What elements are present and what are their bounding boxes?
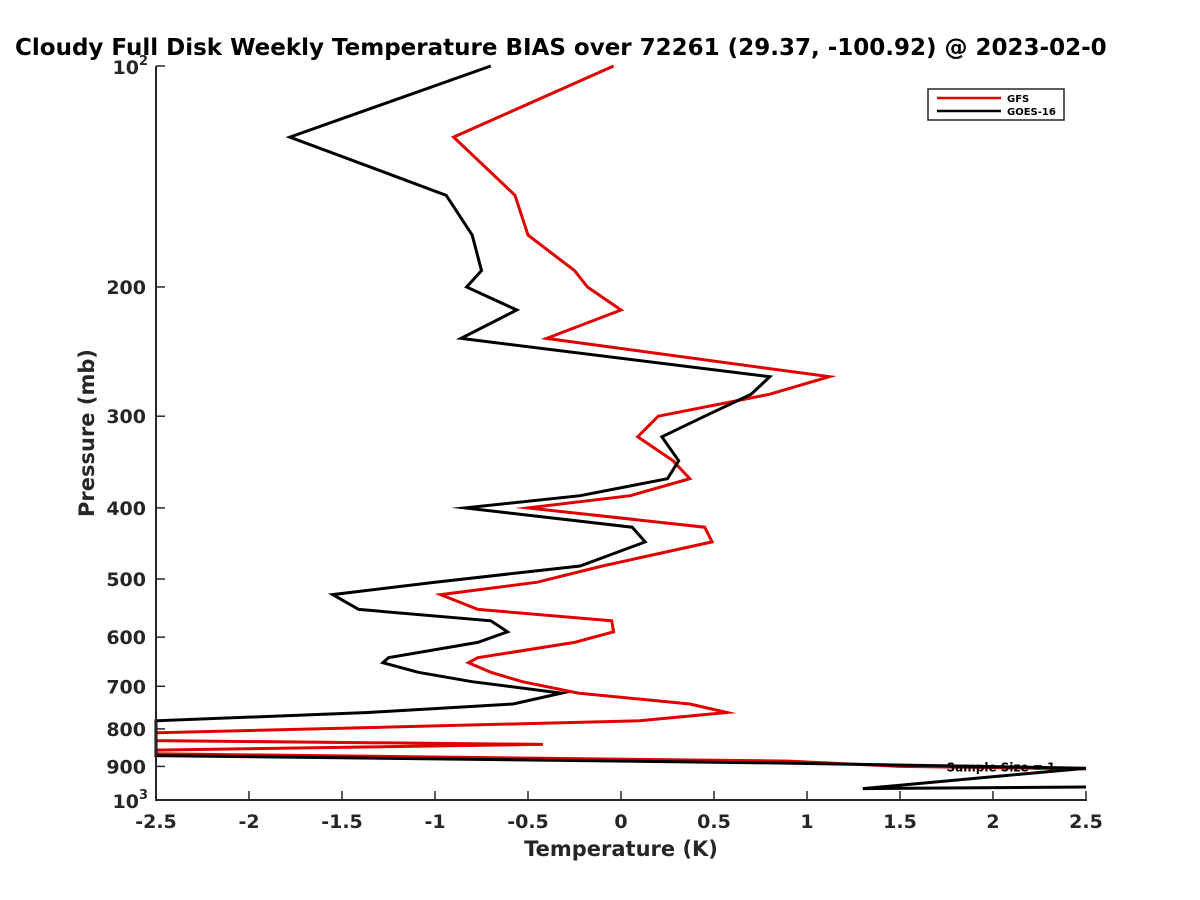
legend: GFS GOES-16 <box>927 88 1065 121</box>
x-tick-label: 0 <box>614 811 627 833</box>
x-ticks: -2.5 -2 -1.5 -1 -0.5 0 0.5 1 1.5 2 2.5 <box>135 791 1103 833</box>
x-tick-label: -1 <box>424 811 445 833</box>
y-tick-label: 300 <box>106 406 146 428</box>
x-tick-label: 2 <box>986 811 999 833</box>
legend-box <box>927 88 1065 121</box>
y-ticks: 102 200 300 400 500 600 700 800 900 103 <box>106 54 165 813</box>
y-tick-label: 500 <box>106 569 146 591</box>
x-tick-label: -1.5 <box>321 811 363 833</box>
y-tick-label: 600 <box>106 627 146 649</box>
y-tick-label: 400 <box>106 498 146 520</box>
x-tick-label: -2.5 <box>135 811 177 833</box>
legend-items: GFS GOES-16 <box>937 94 1056 118</box>
x-tick-label: 1.5 <box>883 811 917 833</box>
x-tick-label: -2 <box>238 811 259 833</box>
annotations: Sample Size = 1 <box>947 760 1056 774</box>
series-line-gfs <box>154 64 1087 771</box>
y-axis-title: Pressure (mb) <box>75 349 99 517</box>
y-tick-label: 800 <box>106 719 146 741</box>
plot-lines <box>154 64 1087 791</box>
x-tick-label: 0.5 <box>697 811 731 833</box>
x-tick-label: -0.5 <box>507 811 549 833</box>
y-tick-label: 200 <box>106 277 146 299</box>
legend-label: GFS <box>1007 94 1029 105</box>
chart-title: Cloudy Full Disk Weekly Temperature BIAS… <box>15 35 1107 61</box>
y-tick-label: 103 <box>113 788 149 813</box>
legend-label: GOES-16 <box>1007 107 1056 118</box>
sample-size-annotation: Sample Size = 1 <box>947 760 1056 774</box>
y-tick-label: 900 <box>106 756 146 778</box>
x-tick-label: 2.5 <box>1069 811 1103 833</box>
y-tick-label: 102 <box>113 54 149 79</box>
x-axis-title: Temperature (K) <box>524 837 718 861</box>
series-line-goes-16 <box>154 64 1087 791</box>
x-tick-label: 1 <box>800 811 813 833</box>
y-tick-label: 700 <box>106 676 146 698</box>
